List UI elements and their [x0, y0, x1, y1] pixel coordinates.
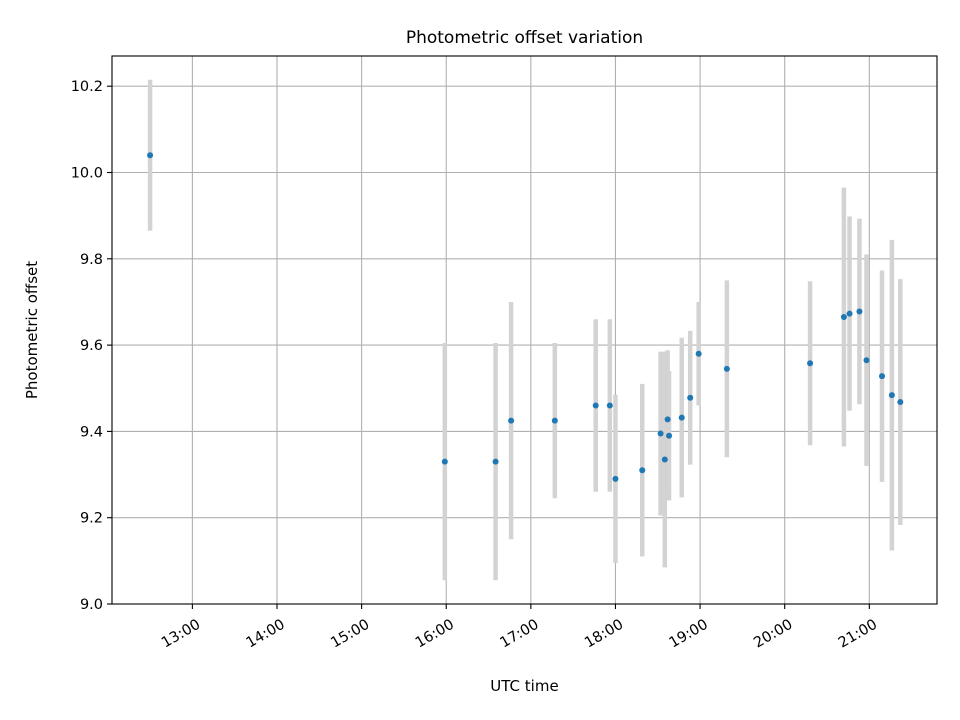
- data-point: [840, 314, 847, 321]
- data-point: [856, 308, 863, 315]
- data-point: [879, 373, 885, 380]
- chart-title: Photometric offset variation: [406, 28, 643, 48]
- x-tick-label: 21:00: [836, 617, 880, 652]
- y-tick-label: 10.2: [71, 79, 103, 95]
- x-tick-label: 16:00: [413, 617, 457, 652]
- data-point: [657, 430, 664, 437]
- data-point: [592, 402, 599, 409]
- data-point: [897, 399, 904, 406]
- data-point: [508, 417, 515, 424]
- y-tick-label: 9.8: [80, 252, 103, 268]
- x-tick-label: 17:00: [497, 617, 541, 652]
- error-bars: [147, 79, 903, 581]
- y-tick-label: 10.0: [71, 166, 103, 182]
- data-point: [661, 456, 668, 463]
- data-point: [888, 392, 895, 399]
- x-tick-label: 14:00: [244, 617, 288, 652]
- y-tick-label: 9.0: [80, 597, 103, 613]
- y-tick-label: 9.2: [80, 511, 103, 527]
- data-point: [678, 414, 685, 421]
- data-point: [612, 475, 619, 482]
- grid: [112, 56, 937, 605]
- data-point: [695, 350, 702, 357]
- plot-frame: [111, 55, 938, 605]
- x-tick-label: 20:00: [751, 617, 795, 652]
- data-point: [664, 416, 671, 423]
- data-point: [147, 152, 154, 159]
- data-point: [441, 458, 448, 465]
- x-axis-label: UTC time: [490, 677, 558, 695]
- data-point: [606, 402, 613, 409]
- y-tick-label: 9.4: [80, 424, 103, 440]
- data-point: [666, 432, 673, 439]
- data-point: [846, 310, 853, 317]
- data-point: [863, 357, 870, 364]
- data-point: [687, 394, 694, 401]
- data-point: [492, 458, 499, 465]
- y-axis-label: Photometric offset: [23, 261, 41, 399]
- x-tick-label: 15:00: [328, 617, 372, 652]
- data-point: [723, 365, 730, 372]
- data-point: [807, 360, 814, 367]
- data-points: [147, 152, 904, 482]
- x-tick-label: 18:00: [582, 617, 626, 652]
- x-tick-label: 19:00: [667, 617, 711, 652]
- data-point: [551, 417, 558, 424]
- data-point: [639, 467, 646, 474]
- y-tick-label: 9.6: [80, 338, 103, 354]
- x-tick-label: 13:00: [159, 617, 203, 652]
